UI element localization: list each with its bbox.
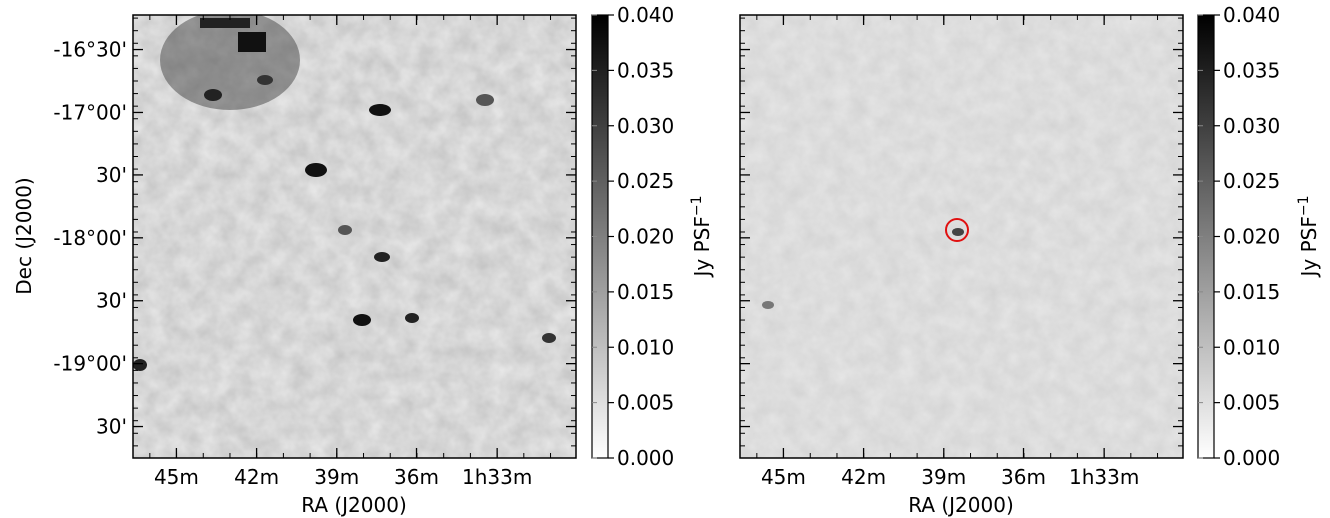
x-tick-label: 45m [761,465,806,489]
source-blob [338,225,352,235]
colorbar-tick-label: 0.000 [617,446,674,470]
right-colorbar-ticks: 0.040 0.035 0.030 0.025 0.020 0.015 0.010 0.005… [1198,3,1280,470]
left-map-ticks: 45m 42m 39m 36m 1h33m -16°30' -17°00' 30' -18°00… [53,15,576,489]
y-tick-label: 30' [96,163,127,187]
y-tick-label: 30' [96,289,127,313]
source-blob [542,333,556,343]
colorbar-tick-label: 0.010 [617,335,674,359]
x-tick-label: 1h33m [462,465,532,489]
x-tick-label: 42m [841,465,886,489]
source-blob [369,104,391,116]
left-colorbar-label: Jy PSF−1 [689,196,714,279]
y-tick-label: -19°00' [53,352,127,376]
colorbar-tick-label: 0.005 [617,391,674,415]
x-tick-label: 39m [921,465,966,489]
source-blob [374,252,390,262]
source-blob [200,18,250,28]
x-tick-label: 42m [234,465,279,489]
colorbar-tick-label: 0.020 [1223,225,1280,249]
source-blob [353,314,371,326]
colorbar-tick-label: 0.015 [617,280,674,304]
left-map-frame [132,14,577,459]
source-blob [238,32,266,52]
source-marker-circle [945,218,969,242]
colorbar-tick-label: 0.000 [1223,446,1280,470]
y-tick-label: -18°00' [53,226,127,250]
source-blob [257,75,273,85]
left-y-axis-title: Dec (J2000) [12,177,36,294]
colorbar-tick-label: 0.040 [617,3,674,27]
y-tick-label: -16°30' [53,38,127,62]
right-x-axis-title: RA (J2000) [908,493,1014,517]
residual-blob [952,228,964,236]
left-map [132,14,577,459]
right-map [739,14,1184,459]
residual-blob [762,301,774,309]
colorbar-tick-label: 0.025 [1223,169,1280,193]
source-blob [305,163,327,177]
colorbar-tick-label: 0.030 [617,114,674,138]
y-tick-label: 30' [96,415,127,439]
x-tick-label: 39m [314,465,359,489]
colorbar-tick-label: 0.005 [1223,391,1280,415]
colorbar-tick-label: 0.040 [1223,3,1280,27]
colorbar-tick-label: 0.030 [1223,114,1280,138]
colorbar-tick-label: 0.035 [1223,58,1280,82]
left-map-sources [133,15,556,371]
colorbar-tick-label: 0.015 [1223,280,1280,304]
source-blob [405,313,419,323]
colorbar-tick-label: 0.025 [617,169,674,193]
x-tick-label: 1h33m [1069,465,1139,489]
y-tick-label: -17°00' [53,100,127,124]
left-x-axis-title: RA (J2000) [301,493,407,517]
left-map-noise [133,15,576,458]
x-tick-label: 45m [154,465,199,489]
right-map-ticks: 45m 42m 39m 36m 1h33m [740,15,1183,489]
right-map-frame [739,14,1184,459]
source-blob [133,359,147,371]
source-blob [204,89,222,101]
colorbar-tick-label: 0.035 [617,58,674,82]
right-map-sources [762,228,964,309]
source-blob [476,94,494,106]
x-tick-label: 36m [394,465,439,489]
right-colorbar-label: Jy PSF−1 [1296,196,1321,279]
colorbar-tick-label: 0.020 [617,225,674,249]
left-colorbar-ticks: 0.040 0.035 0.030 0.025 0.020 0.015 0.010 0.005… [592,3,674,470]
colorbar-tick-label: 0.010 [1223,335,1280,359]
right-map-noise [740,15,1183,458]
x-tick-label: 36m [1001,465,1046,489]
